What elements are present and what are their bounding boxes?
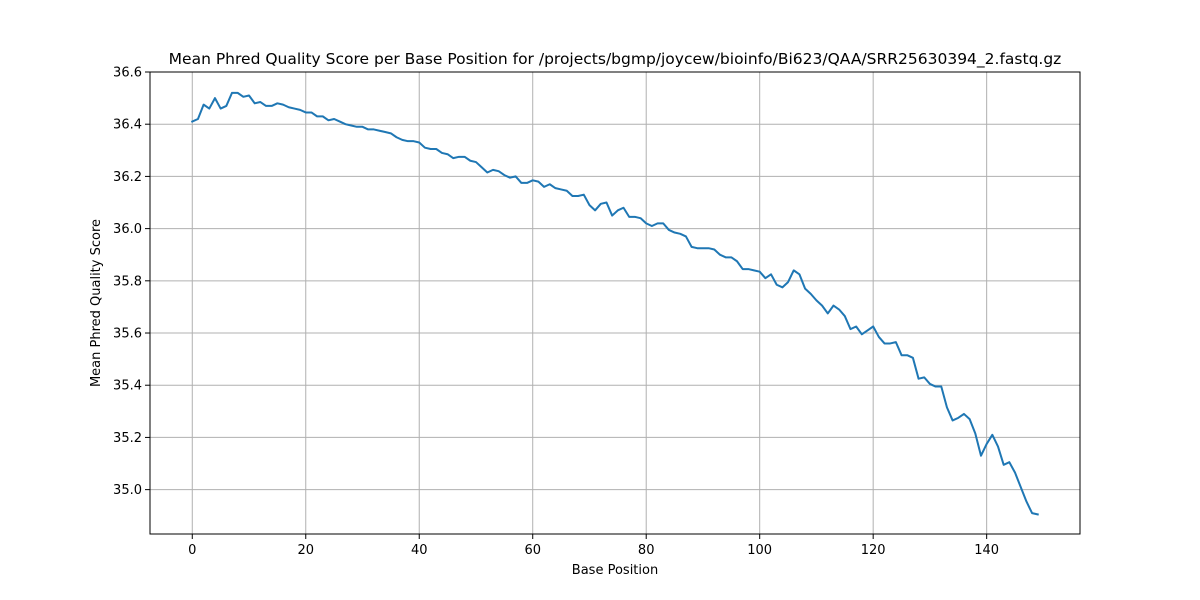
y-tick-label: 36.2 [113, 170, 142, 185]
plot-frame [149, 71, 1081, 535]
y-tick-label: 36.6 [113, 66, 142, 81]
series-line [190, 91, 1039, 516]
x-tick-label: 20 [297, 543, 314, 558]
y-axis-ticks: 35.0 35.2 35.4 35.6 35.8 36.0 36.2 36.4 36.6 [113, 66, 150, 498]
series-layer [190, 91, 1039, 516]
y-tick-label: 35.2 [113, 431, 142, 446]
y-tick-label: 35.4 [113, 379, 142, 394]
x-tick-label: 60 [524, 543, 541, 558]
x-tick-label: 0 [188, 543, 196, 558]
x-tick-label: 40 [411, 543, 428, 558]
x-tick-label: 80 [638, 543, 655, 558]
y-tick-label: 35.8 [113, 274, 142, 289]
x-axis-ticks: 0 20 40 60 80 100 120 140 [188, 534, 999, 558]
x-axis-label: Base Position [572, 563, 658, 578]
x-tick-label: 100 [747, 543, 772, 558]
y-tick-label: 36.0 [113, 222, 142, 237]
y-tick-label: 35.6 [113, 327, 142, 342]
chart-title: Mean Phred Quality Score per Base Positi… [169, 50, 1062, 69]
x-tick-label: 140 [974, 543, 999, 558]
y-axis-label: Mean Phred Quality Score [89, 219, 104, 387]
x-tick-label: 120 [861, 543, 886, 558]
y-tick-label: 36.4 [113, 118, 142, 133]
y-tick-label: 35.0 [113, 483, 142, 498]
